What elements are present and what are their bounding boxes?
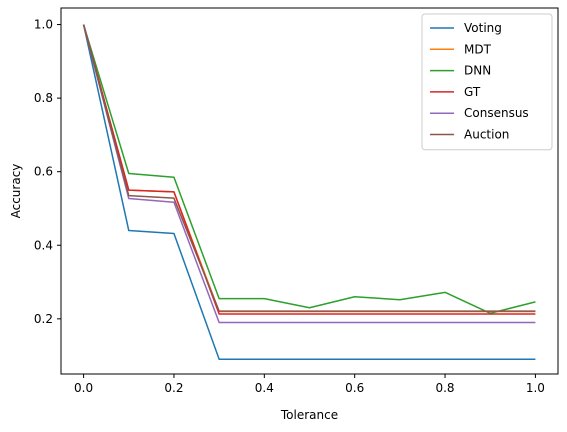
y-axis-title: Accuracy [9, 164, 23, 219]
x-tick-label: 0.0 [74, 381, 93, 395]
y-tick-label: 0.4 [34, 238, 53, 252]
x-axis-title: Tolerance [280, 408, 338, 422]
legend-label-auction: Auction [464, 128, 509, 142]
y-tick-label: 1.0 [34, 18, 53, 32]
legend-label-mdt: MDT [464, 42, 492, 56]
x-tick-label: 1.0 [526, 381, 545, 395]
legend-label-gt: GT [464, 85, 481, 99]
y-axis: 0.2 0.4 0.6 0.8 1.0 [34, 18, 61, 326]
series-line-gt [82, 24, 536, 315]
series-lines [82, 24, 536, 361]
y-tick-label: 0.6 [34, 165, 53, 179]
series-line-dnn [82, 24, 536, 315]
series-line-auction [82, 24, 536, 312]
x-tick-label: 0.6 [345, 381, 364, 395]
series-line-voting [82, 24, 536, 361]
legend-label-voting: Voting [464, 21, 502, 35]
series-line-consensus [82, 24, 536, 324]
plot-frame [60, 7, 559, 375]
legend: Voting MDT DNN GT Consensus Auction [421, 13, 553, 151]
legend-label-dnn: DNN [464, 64, 491, 78]
legend-box [421, 13, 553, 151]
y-tick-label: 0.2 [34, 312, 53, 326]
x-tick-label: 0.8 [435, 381, 454, 395]
y-tick-label: 0.8 [34, 91, 53, 105]
x-axis: 0.0 0.2 0.4 0.6 0.8 1.0 [74, 374, 545, 395]
x-tick-label: 0.2 [164, 381, 183, 395]
legend-label-consensus: Consensus [464, 106, 529, 120]
x-tick-label: 0.4 [255, 381, 274, 395]
